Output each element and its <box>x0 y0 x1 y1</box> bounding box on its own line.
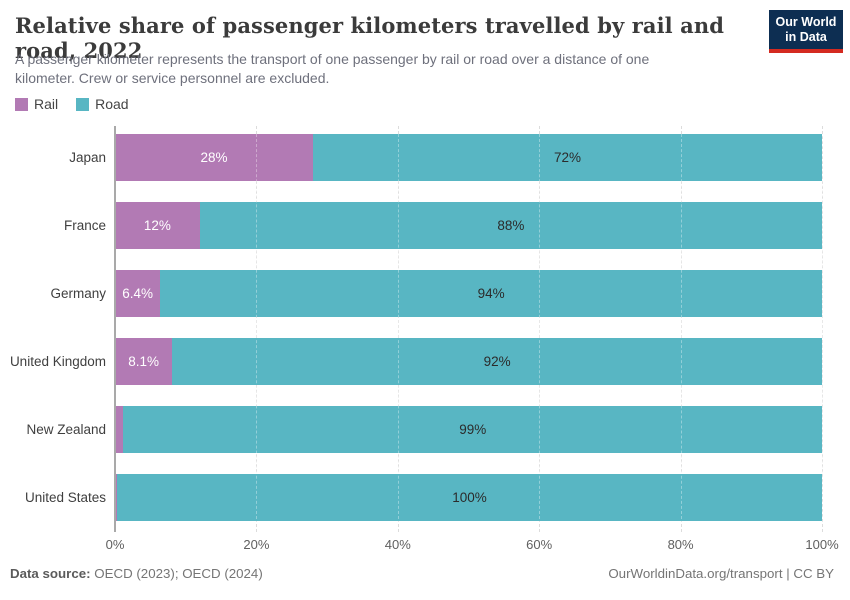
subtitle-line-2: kilometer. Crew or service personnel are… <box>15 70 330 86</box>
y-axis-line <box>114 126 116 532</box>
gridline-20 <box>256 126 258 532</box>
category-label-france: France <box>63 218 106 233</box>
x-tick-label-80: 80% <box>667 537 694 552</box>
rail-value-label: 6.4% <box>122 286 153 301</box>
rail-swatch-icon <box>15 97 28 111</box>
data-source-text: Data source: OECD (2023); OECD (2024) <box>10 566 263 581</box>
legend: Rail Road <box>15 96 129 112</box>
data-source-label: Data source: <box>10 566 91 581</box>
category-label-japan: Japan <box>69 150 106 165</box>
legend-label-rail: Rail <box>34 96 59 112</box>
rail-bar-segment[interactable] <box>115 406 124 453</box>
rail-bar-segment[interactable]: 12% <box>115 202 200 249</box>
rail-bar-segment[interactable]: 6.4% <box>115 270 161 317</box>
x-tick-label-100: 100% <box>805 537 839 552</box>
road-value-label: 100% <box>452 490 487 505</box>
rail-value-label: 8.1% <box>128 354 160 369</box>
chart-subtitle: A passenger kilometer represents the tra… <box>15 50 735 88</box>
rail-bar-segment[interactable] <box>115 474 118 521</box>
plot-area: Japan 28% 72% France 12% 88% Germany 6.4% 94% Uni… <box>0 126 850 532</box>
category-label-germany: Germany <box>50 286 106 301</box>
road-bar-segment[interactable]: 92% <box>172 338 822 385</box>
owid-logo-line-1: Our World <box>775 14 837 29</box>
chart-title: Relative share of passenger kilometers t… <box>15 13 725 63</box>
gridline-100 <box>822 126 823 532</box>
footer: Data source: OECD (2023); OECD (2024) Ou… <box>10 566 834 581</box>
legend-item-rail[interactable]: Rail <box>15 96 58 112</box>
rail-bar-segment[interactable]: 28% <box>115 134 313 181</box>
bar-row-united-states: 100% <box>115 474 822 521</box>
bar-row-france: 12% 88% <box>115 202 822 249</box>
bar-row-new-zealand: 99% <box>115 406 822 453</box>
road-value-label: 94% <box>477 286 505 301</box>
rail-value-label: 28% <box>200 150 228 165</box>
road-bar-segment[interactable]: 100% <box>117 474 822 521</box>
gridline-40 <box>397 126 399 532</box>
category-label-new-zealand: New Zealand <box>26 422 106 437</box>
subtitle-line-1: A passenger kilometer represents the tra… <box>15 51 650 67</box>
gridline-80 <box>680 126 682 532</box>
road-bar-segment[interactable]: 99% <box>123 406 822 453</box>
road-bar-segment[interactable]: 72% <box>312 134 822 181</box>
road-swatch-icon <box>76 97 90 111</box>
legend-label-road: Road <box>95 96 129 112</box>
rail-bar-segment[interactable]: 8.1% <box>115 338 173 385</box>
x-tick-label-20: 20% <box>243 537 270 552</box>
road-bar-segment[interactable]: 94% <box>160 270 822 317</box>
owid-logo-line-2: in Data <box>785 29 827 44</box>
bar-row-germany: 6.4% 94% <box>115 270 822 317</box>
x-tick-label-40: 40% <box>384 537 411 552</box>
bar-row-japan: 28% 72% <box>115 134 822 181</box>
data-source-value: OECD (2023); OECD (2024) <box>94 566 263 581</box>
bar-row-united-kingdom: 8.1% 92% <box>115 338 822 385</box>
road-value-label: 92% <box>483 354 511 369</box>
category-label-united-kingdom: United Kingdom <box>9 354 106 369</box>
x-tick-label-0: 0% <box>105 537 125 552</box>
rail-value-label: 12% <box>143 218 171 233</box>
road-value-label: 72% <box>553 150 581 165</box>
category-label-united-states: United States <box>24 490 106 505</box>
road-value-label: 99% <box>459 422 487 437</box>
legend-item-road[interactable]: Road <box>76 96 129 112</box>
road-value-label: 88% <box>497 218 525 233</box>
road-bar-segment[interactable]: 88% <box>199 202 822 249</box>
x-tick-label-60: 60% <box>526 537 553 552</box>
credit-link[interactable]: OurWorldinData.org/transport | CC BY <box>608 566 834 581</box>
gridline-60 <box>539 126 541 532</box>
owid-logo[interactable]: Our World in Data <box>769 10 843 53</box>
